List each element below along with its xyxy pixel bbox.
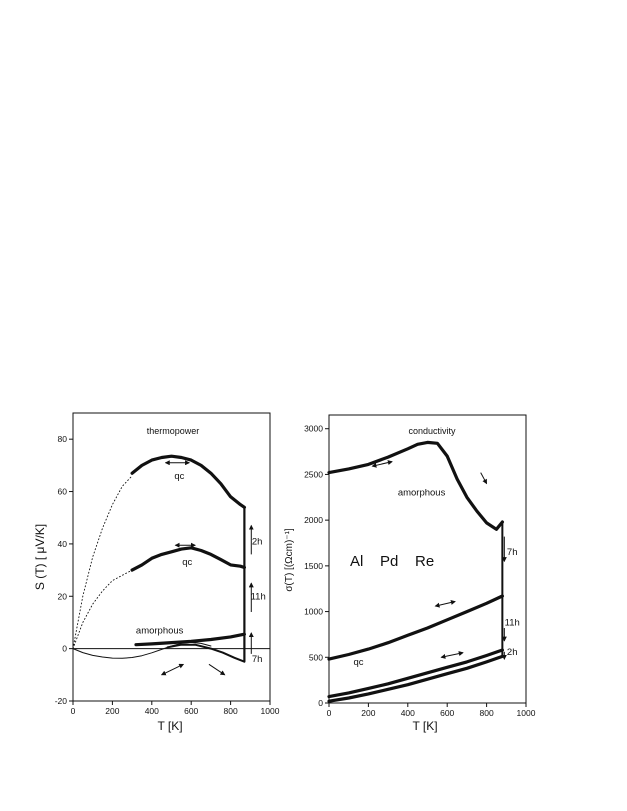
x-tick-label: 600: [184, 706, 198, 716]
chart-title: thermopower: [147, 426, 200, 436]
series-line-3: [327, 654, 504, 703]
conductivity-panel: conductivity 0 200 400 600 800 1000 0 500 1000 15…: [284, 414, 536, 733]
series-line-0: [72, 475, 133, 650]
x-tick-label: 0: [327, 708, 332, 718]
annotation-label: 11h: [505, 618, 520, 629]
annotation-arrows: [160, 460, 254, 676]
y-tick-label: 1000: [304, 607, 323, 617]
annotation-label: 11h: [251, 591, 266, 602]
series-line-1: [327, 594, 504, 661]
annotation-arrow: [160, 663, 185, 676]
annotation-label: qc: [354, 657, 364, 668]
x-axis-label: T [K]: [412, 719, 437, 733]
composition-pd: Pd: [380, 553, 398, 570]
series-line-2: [327, 648, 504, 699]
series-line-2: [72, 569, 133, 650]
y-tick-label: 3000: [304, 424, 323, 434]
annotation-label: amorphous: [136, 625, 184, 636]
annotation-label: 7h: [252, 654, 263, 665]
composition-al: Al: [350, 553, 363, 570]
y-tick-label: 0: [62, 644, 67, 654]
series-line-3: [130, 546, 246, 572]
y-tick-label: 2500: [304, 469, 323, 479]
x-tick-label: 0: [71, 706, 76, 716]
x-tick-label: 800: [480, 708, 494, 718]
series-line-0: [327, 440, 504, 531]
plot-frame: [72, 412, 271, 702]
thermopower-panel: thermopower 0 200 400 600 800 1000-2002040608…: [33, 412, 280, 733]
annotation-arrow: [208, 663, 226, 676]
composition-re: Re: [415, 553, 434, 570]
annotation-arrow: [371, 460, 393, 468]
annotation-arrow: [440, 651, 464, 659]
x-tick-label: 800: [224, 706, 238, 716]
annotation-label: qc: [174, 471, 184, 482]
y-axis-label: S (T) [ μV/K]: [33, 524, 47, 590]
series-line-5: [72, 641, 212, 659]
y-tick-label: 1500: [304, 561, 323, 571]
annotation-arrows: [371, 460, 507, 660]
x-tick-label: 400: [401, 708, 415, 718]
x-tick-label: 200: [361, 708, 375, 718]
y-tick-label: 40: [58, 539, 68, 549]
y-tick-label: 80: [58, 434, 68, 444]
x-tick-label: 400: [145, 706, 159, 716]
composition-label: Al Pd Re: [350, 553, 434, 570]
y-tick-label: 20: [58, 591, 68, 601]
annotation-label: 7h: [507, 547, 518, 558]
annotation-label: 2h: [507, 647, 518, 658]
x-tick-label: 1000: [517, 708, 536, 718]
annotation-arrow: [480, 472, 488, 485]
chart-title: conductivity: [408, 426, 456, 436]
y-tick-label: -20: [55, 696, 68, 706]
series-line-6: [166, 643, 246, 663]
annotation-label: amorphous: [398, 488, 446, 499]
plot-frame: [328, 414, 527, 704]
y-tick-label: 500: [309, 652, 323, 662]
series-line-4: [134, 632, 246, 647]
annotation-arrow: [434, 600, 456, 608]
series-line-1: [130, 454, 246, 509]
x-axis-label: T [K]: [157, 719, 182, 733]
annotation-label: 2h: [252, 536, 263, 547]
x-tick-label: 200: [105, 706, 119, 716]
annotation-label: qc: [182, 557, 192, 568]
y-tick-label: 2000: [304, 515, 323, 525]
y-tick-label: 0: [318, 698, 323, 708]
x-tick-label: 1000: [261, 706, 280, 716]
y-axis-label: σ(T) [(Ωcm)⁻¹]: [284, 528, 295, 592]
y-tick-label: 60: [58, 487, 68, 497]
x-tick-label: 600: [440, 708, 454, 718]
